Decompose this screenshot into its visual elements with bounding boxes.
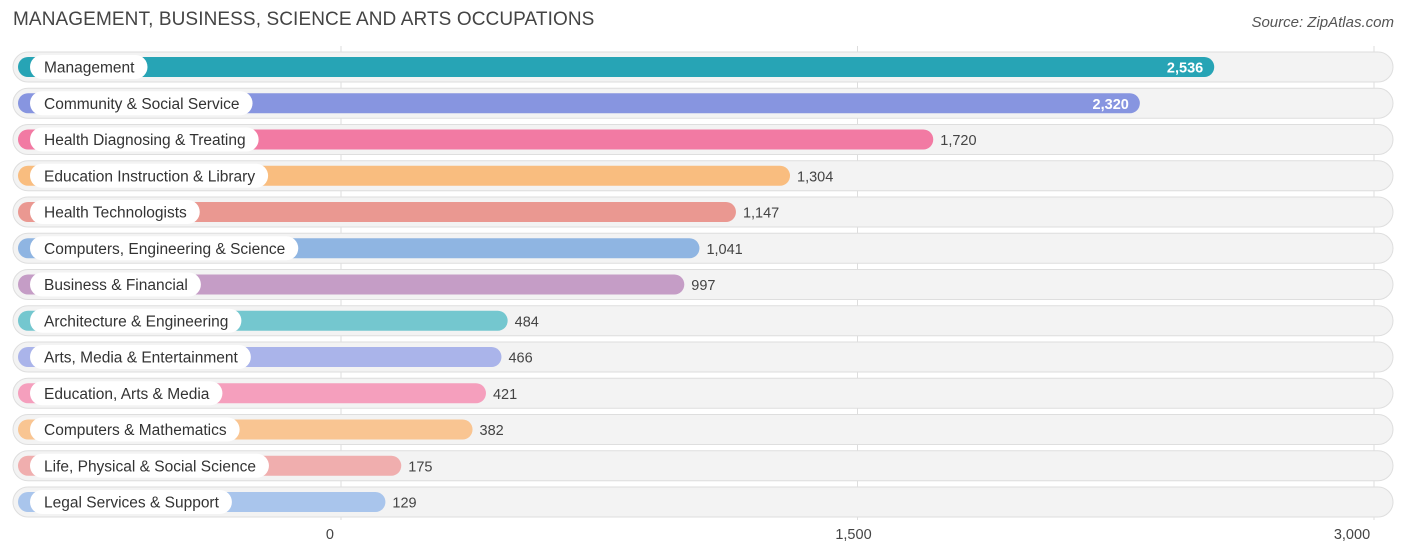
source-label: Source: ZipAtlas.com bbox=[1251, 14, 1394, 31]
bar-value-label: 1,041 bbox=[706, 242, 742, 258]
bar-category-label: Computers & Mathematics bbox=[44, 422, 227, 439]
bar-category-label: Health Technologists bbox=[44, 205, 187, 222]
bar-value-label: 129 bbox=[392, 496, 416, 512]
bar-label-pill bbox=[30, 163, 269, 188]
bar-row: Health Technologists 1,147 bbox=[12, 196, 1394, 228]
bar-value-label: 1,304 bbox=[797, 169, 833, 185]
bar-label-pill bbox=[30, 55, 148, 79]
x-tick-label: 1,500 bbox=[835, 527, 871, 543]
bar-category-label: Business & Financial bbox=[44, 277, 188, 294]
x-tick-label: 3,000 bbox=[1334, 527, 1370, 543]
bar-row: Education Instruction & Library 1,304 bbox=[12, 160, 1394, 192]
bar-row: Computers & Mathematics 382 bbox=[12, 414, 1394, 445]
bar-category-label: Life, Physical & Social Science bbox=[44, 458, 256, 475]
bar-label-pill bbox=[30, 417, 240, 442]
bar-value-label: 421 bbox=[493, 387, 517, 403]
bar-value-label: 997 bbox=[691, 278, 715, 294]
bar-label-pill bbox=[30, 308, 242, 333]
bar-label-pill bbox=[30, 490, 232, 514]
bar-category-label: Legal Services & Support bbox=[44, 495, 220, 512]
bar-row: Education, Arts & Media 421 bbox=[12, 377, 1394, 409]
bar-category-label: Health Diagnosing & Treating bbox=[44, 132, 246, 149]
bar-value-label: 382 bbox=[480, 423, 504, 439]
bar bbox=[18, 93, 1140, 114]
bar-row: Legal Services & Support 129 bbox=[12, 486, 1394, 518]
bar-category-label: Computers, Engineering & Science bbox=[44, 241, 285, 258]
bar-row: Life, Physical & Social Science 175 bbox=[12, 450, 1394, 482]
bar-label-pill bbox=[30, 236, 299, 261]
bar-label-pill bbox=[30, 345, 251, 369]
bar-value-label: 175 bbox=[408, 459, 432, 475]
bar-category-label: Education Instruction & Library bbox=[44, 168, 255, 185]
bar-category-label: Management bbox=[44, 60, 135, 77]
bar-row: Community & Social Service 2,320 bbox=[12, 87, 1394, 119]
bar-label-pill bbox=[30, 453, 269, 478]
bar bbox=[18, 57, 1215, 77]
bar-row: Architecture & Engineering 484 bbox=[12, 305, 1394, 337]
bar-label-pill bbox=[30, 381, 223, 406]
bar-row: Computers, Engineering & Science 1,041 bbox=[12, 232, 1394, 264]
bar-row: Business & Financial 997 bbox=[12, 269, 1394, 300]
bar-value-label: 2,320 bbox=[1093, 97, 1129, 113]
bar-value-label: 1,720 bbox=[940, 133, 976, 149]
bar-row: Health Diagnosing & Treating 1,720 bbox=[12, 124, 1394, 155]
bar-label-pill bbox=[30, 91, 253, 116]
bar-label-pill bbox=[30, 272, 201, 297]
bar-rows: Management 2,536 Community & Social Servic… bbox=[12, 51, 1394, 518]
bar-label-pill bbox=[30, 200, 200, 224]
bar-value-label: 484 bbox=[515, 314, 539, 330]
bar-row: Management 2,536 bbox=[12, 51, 1394, 83]
x-axis-ticks: 0 1,500 3,000 bbox=[326, 527, 1370, 543]
bar-category-label: Community & Social Service bbox=[44, 96, 240, 113]
bar-value-label: 466 bbox=[508, 351, 532, 367]
bar-category-label: Arts, Media & Entertainment bbox=[44, 350, 239, 367]
bar-label-pill bbox=[30, 127, 259, 152]
x-tick-label: 0 bbox=[326, 527, 334, 543]
bar-value-label: 1,147 bbox=[743, 206, 779, 222]
chart-title: MANAGEMENT, BUSINESS, SCIENCE AND ARTS O… bbox=[13, 9, 595, 30]
bar-row: Arts, Media & Entertainment 466 bbox=[12, 341, 1394, 373]
bar-category-label: Architecture & Engineering bbox=[44, 313, 228, 330]
bar-category-label: Education, Arts & Media bbox=[44, 386, 210, 403]
bar-value-label: 2,536 bbox=[1167, 61, 1203, 77]
